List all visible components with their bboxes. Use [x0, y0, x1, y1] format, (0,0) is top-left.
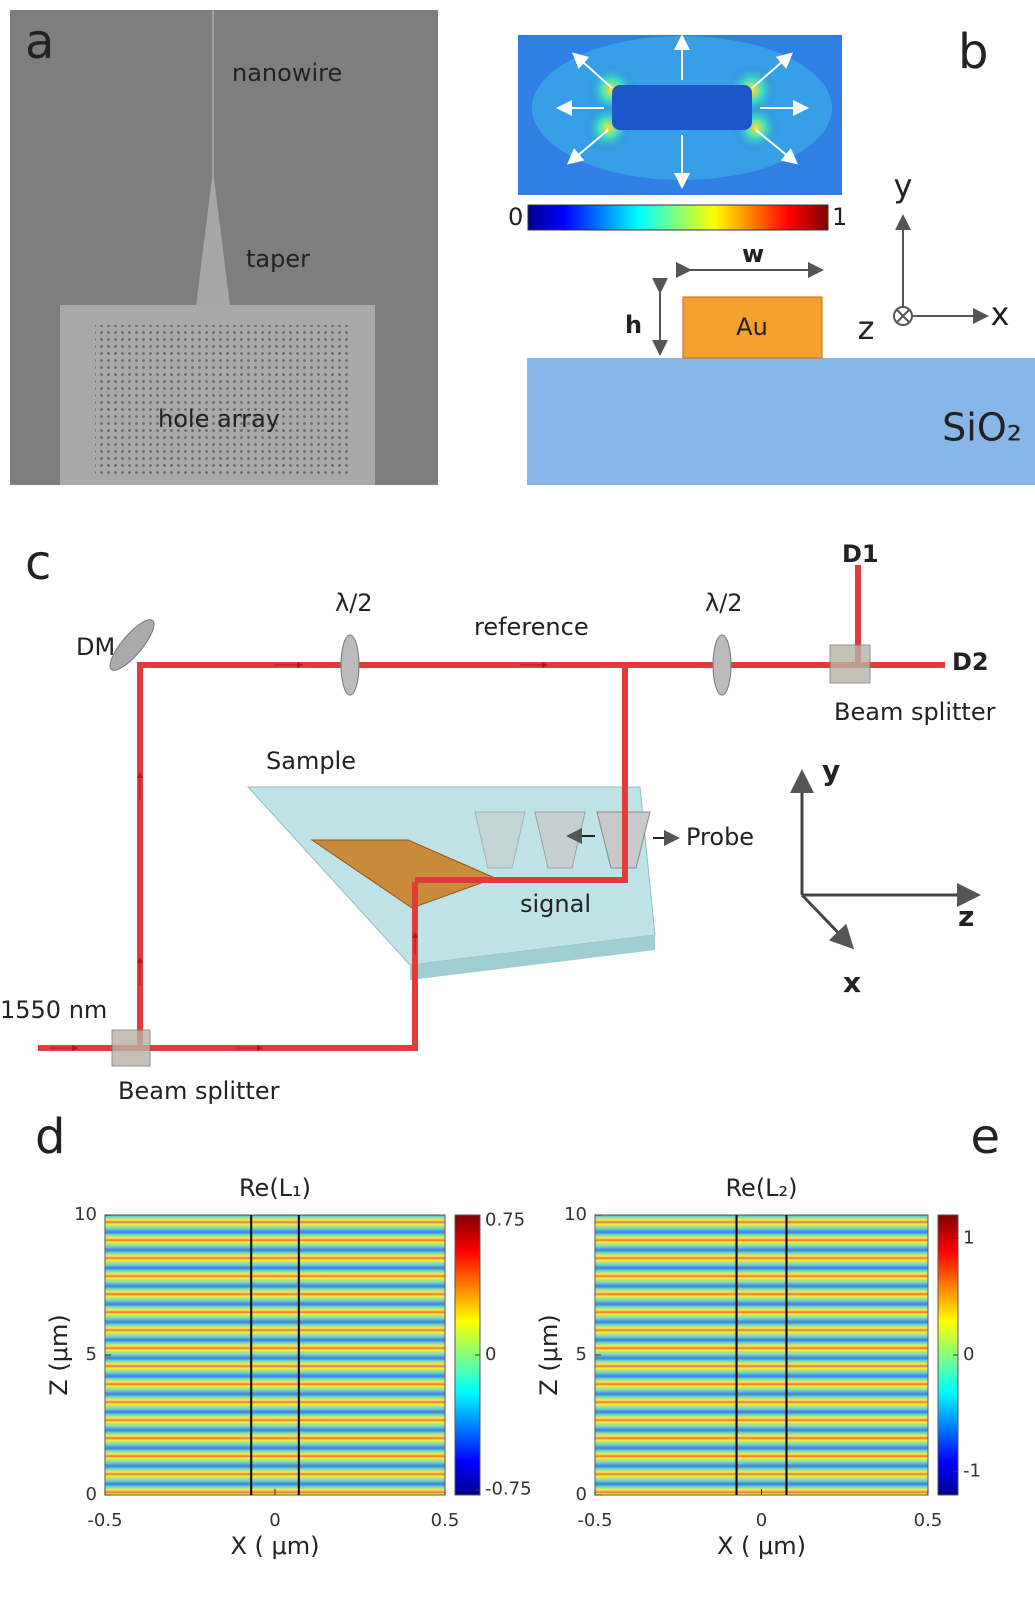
- y-tick-label: 0: [576, 1484, 587, 1505]
- substrate-label: SiO₂: [942, 406, 1022, 450]
- x-tick-label: 0: [756, 1510, 767, 1531]
- waveplate: [340, 634, 360, 696]
- x-axis-label: X ( μm): [717, 1532, 806, 1560]
- beam-splitter: [829, 644, 871, 684]
- annotation: nanowire: [232, 59, 342, 87]
- colorbar-tick-label: 0.75: [485, 1209, 525, 1230]
- axis-label: z: [958, 900, 974, 933]
- splitter-label: Beam splitter: [118, 1077, 280, 1105]
- splitter-label: Beam splitter: [834, 698, 996, 726]
- substrate: [527, 358, 1035, 485]
- panel-c: c D1 D2 λ/2 λ/2 reference DM Beam splitt…: [0, 535, 996, 1105]
- detector-label: D1: [842, 540, 879, 568]
- beam: [415, 665, 628, 883]
- x-tick-label: 0: [269, 1510, 280, 1531]
- panel-b: 0 1 b w h Au SiO₂ y z x: [508, 24, 1035, 485]
- block-label: Au: [736, 313, 768, 341]
- wire-section: [612, 85, 752, 130]
- height-label: h: [625, 311, 642, 339]
- y-axis-label: Z (μm): [535, 1314, 563, 1395]
- beam: [137, 662, 945, 1048]
- panel-label: a: [25, 14, 54, 70]
- panel-label: c: [25, 535, 51, 591]
- waveplate-label: λ/2: [335, 589, 373, 617]
- y-tick-label: 10: [564, 1204, 587, 1225]
- panel-label: b: [958, 24, 988, 80]
- hole-array: [95, 325, 350, 475]
- x-tick-label: -0.5: [87, 1510, 122, 1531]
- signal-label: signal: [520, 890, 591, 918]
- plot-title: Re(L₁): [239, 1174, 311, 1202]
- colorbar-tick-label: -0.75: [485, 1479, 532, 1500]
- sample-label: Sample: [266, 747, 356, 775]
- panel-a: a nanowire taper hole array: [10, 10, 438, 485]
- colorbar-tick-label: 1: [963, 1227, 974, 1248]
- axis-arrow: [800, 893, 855, 950]
- taper: [196, 170, 230, 306]
- y-tick-label: 10: [74, 1204, 97, 1225]
- y-axis-label: Z (μm): [45, 1314, 73, 1395]
- x-tick-label: -0.5: [577, 1510, 612, 1531]
- plot-title: Re(L₂): [725, 1174, 797, 1202]
- detector-label: D2: [952, 648, 989, 676]
- waveplate: [712, 634, 732, 696]
- field-arrows: [556, 34, 809, 189]
- colorbar: [527, 204, 829, 231]
- axis-label: x: [991, 295, 1010, 333]
- beam-splitter: [111, 1029, 151, 1067]
- y-tick-label: 5: [576, 1344, 587, 1365]
- axis-cross: [896, 309, 910, 323]
- annotation: taper: [246, 245, 310, 273]
- y-tick-label: 0: [86, 1484, 97, 1505]
- panel-label: d: [35, 1109, 65, 1165]
- colorbar-tick-label: 0: [963, 1344, 974, 1365]
- mirror-label: DM: [76, 633, 115, 661]
- x-tick-label: 0.5: [914, 1510, 943, 1531]
- reference-label: reference: [474, 613, 589, 641]
- colorbar-min: 0: [508, 203, 523, 231]
- y-tick-label: 5: [86, 1344, 97, 1365]
- beam-arrows: [50, 662, 548, 1051]
- colorbar-tick-label: 0: [485, 1344, 496, 1365]
- width-label: w: [742, 240, 764, 268]
- panel-label: e: [970, 1109, 1000, 1165]
- x-axis-label: X ( μm): [230, 1532, 319, 1560]
- mirror: [109, 619, 155, 671]
- annotation: hole array: [158, 405, 280, 433]
- wavelength-label: 1550 nm: [0, 996, 107, 1024]
- gold-block: [682, 296, 823, 359]
- axis-label: z: [858, 309, 875, 347]
- axis-label: y: [822, 754, 840, 787]
- probe-label: Probe: [686, 823, 754, 851]
- colorbar-tick-label: -1: [963, 1461, 981, 1482]
- sample-edge: [410, 935, 655, 980]
- heatmap: [105, 1215, 445, 1495]
- waveplate-label: λ/2: [705, 589, 743, 617]
- axis-label: x: [843, 966, 861, 999]
- axis-label: y: [894, 167, 913, 205]
- heatmap: [595, 1215, 928, 1495]
- x-tick-label: 0.5: [431, 1510, 460, 1531]
- colorbar-max: 1: [832, 203, 847, 231]
